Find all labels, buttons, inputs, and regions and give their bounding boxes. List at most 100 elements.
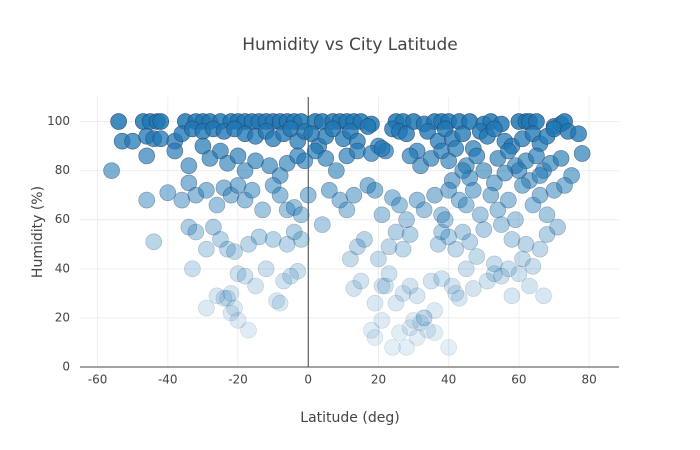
point (278, 235, 296, 253)
point (180, 157, 198, 175)
point (138, 191, 156, 209)
y-tick-label: 0 (62, 360, 70, 374)
point (391, 196, 408, 214)
point (531, 240, 549, 258)
point (373, 206, 391, 224)
point (415, 201, 433, 219)
point (486, 120, 503, 138)
point (380, 238, 398, 256)
point (208, 196, 226, 214)
point (187, 223, 205, 241)
point (215, 289, 233, 307)
point (243, 181, 261, 199)
point (500, 191, 517, 209)
point (299, 186, 317, 204)
point (292, 231, 310, 248)
point (440, 228, 457, 246)
point (145, 233, 163, 251)
y-axis-title: Humidity (%) (30, 186, 46, 278)
point (570, 125, 587, 143)
point (282, 267, 299, 285)
x-tick-label: 80 (582, 373, 597, 387)
point (212, 231, 229, 248)
point (419, 321, 436, 339)
point (236, 267, 254, 285)
point (247, 277, 264, 295)
point (556, 177, 573, 194)
point (426, 186, 443, 204)
point (180, 218, 198, 236)
point (454, 162, 472, 179)
point (489, 201, 507, 219)
point (468, 147, 486, 165)
point (493, 267, 510, 285)
point (110, 113, 127, 130)
point (468, 248, 486, 265)
point (373, 277, 391, 295)
y-tick-label: 60 (55, 212, 70, 226)
point (486, 174, 503, 192)
point (152, 130, 170, 148)
y-tick-label: 100 (47, 114, 70, 128)
x-tick-label: 0 (304, 373, 312, 387)
point (486, 265, 503, 283)
point (184, 260, 201, 278)
x-axis-title: Latitude (deg) (300, 410, 399, 426)
point (391, 324, 408, 341)
point (486, 255, 503, 273)
chart-title: Humidity vs City Latitude (242, 35, 458, 55)
point (549, 218, 566, 236)
point (433, 270, 450, 287)
point (482, 186, 500, 204)
point (366, 294, 384, 312)
point (450, 289, 468, 307)
point (159, 184, 177, 202)
point (198, 240, 215, 258)
point (285, 199, 303, 216)
point (517, 235, 535, 253)
point (222, 304, 240, 322)
point (324, 120, 342, 138)
point (289, 262, 307, 280)
point (408, 329, 426, 346)
y-tick-label: 20 (55, 310, 70, 324)
point (412, 314, 429, 332)
point (359, 177, 377, 194)
point (275, 272, 292, 290)
point (440, 181, 457, 199)
point (524, 258, 542, 275)
point (257, 260, 275, 278)
point (380, 265, 398, 283)
point (166, 142, 184, 160)
point (457, 196, 475, 214)
point (394, 285, 412, 302)
point (219, 289, 236, 307)
point (398, 125, 415, 143)
point (450, 191, 468, 209)
x-tick-label: 60 (511, 373, 526, 387)
point (331, 191, 349, 209)
point (292, 206, 310, 224)
point (475, 221, 493, 238)
point (285, 223, 303, 241)
point (496, 164, 514, 182)
point (240, 321, 257, 339)
point (198, 299, 215, 317)
point (415, 309, 433, 327)
point (538, 206, 556, 224)
point (384, 189, 401, 206)
point (500, 142, 517, 160)
point (524, 196, 542, 214)
x-tick-label: 40 (441, 373, 456, 387)
point (229, 177, 247, 194)
point (226, 299, 243, 317)
point (493, 216, 510, 233)
point (447, 240, 465, 258)
point (345, 280, 363, 297)
point (500, 260, 517, 278)
x-tick-label: -20 (228, 373, 248, 387)
point (401, 226, 419, 243)
point (152, 113, 170, 130)
point (222, 285, 240, 302)
